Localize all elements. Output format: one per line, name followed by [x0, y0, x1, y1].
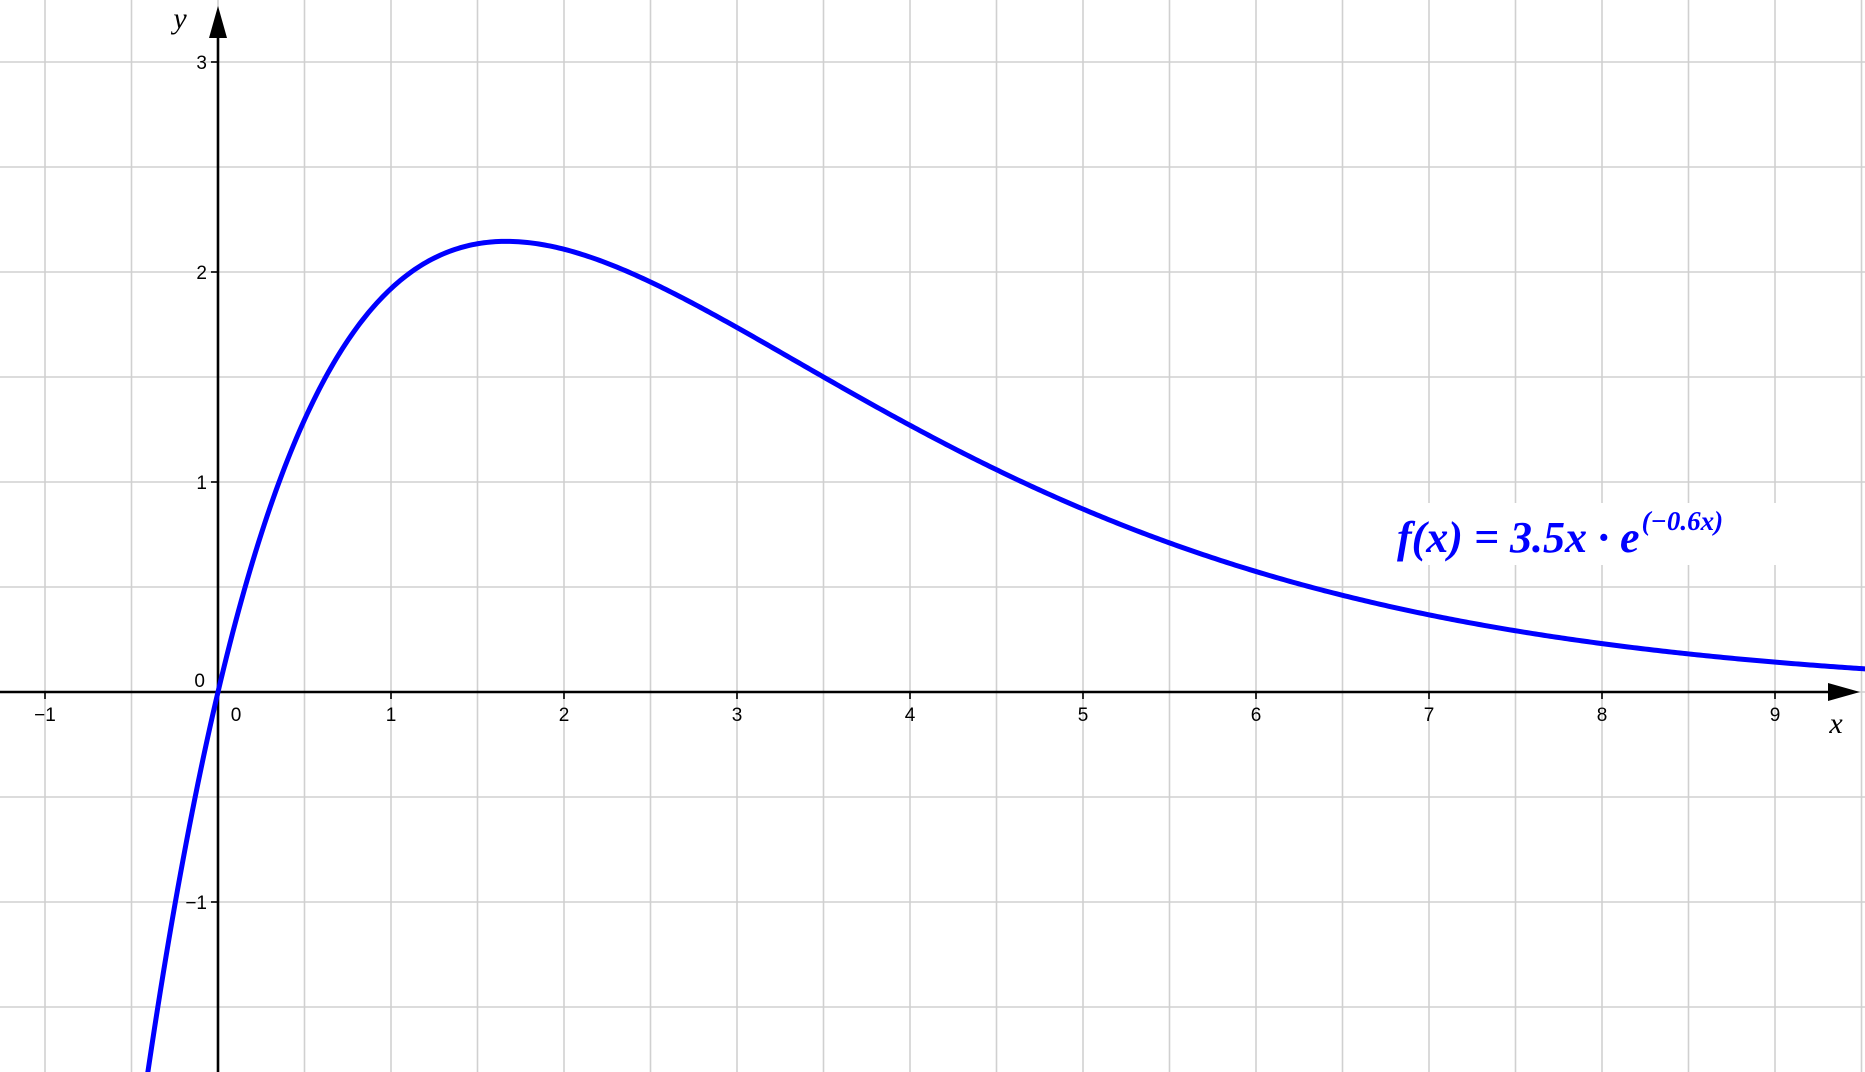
x-tick-label: −1	[34, 705, 56, 726]
x-tick-label: 5	[1078, 705, 1089, 726]
x-tick-label: 3	[732, 705, 743, 726]
y-tick-label: 1	[196, 473, 207, 494]
formula-exponent: (−0.6x)	[1642, 506, 1724, 536]
formula-label: f(x) = 3.5x · e	[1397, 513, 1640, 562]
origin-label: 0	[194, 671, 205, 692]
y-tick-label: 2	[196, 263, 207, 284]
x-tick-label: 8	[1597, 705, 1608, 726]
x-tick-label: 2	[559, 705, 570, 726]
x-tick-label: 0	[231, 705, 242, 726]
x-tick-label: 7	[1424, 705, 1435, 726]
ticks: −1 0 1 2 3 4 5 6 7 8 9 −1 0 1 2 3	[34, 53, 1780, 914]
x-axis-arrow	[1828, 683, 1860, 701]
y-axis-arrow	[209, 6, 227, 38]
x-tick-label: 4	[905, 705, 916, 726]
x-tick-label: 6	[1251, 705, 1262, 726]
y-axis-label: y	[170, 2, 187, 35]
x-tick-label: 9	[1770, 705, 1781, 726]
series	[145, 238, 1865, 1072]
axes	[0, 6, 1860, 1072]
x-axis-label: x	[1828, 707, 1843, 740]
y-tick-label: 3	[196, 53, 207, 74]
labels: x y f(x) = 3.5x · e (−0.6x)	[170, 2, 1843, 740]
y-tick-label: −1	[185, 893, 207, 914]
series-line-f	[145, 238, 1865, 1072]
formula-background	[1388, 503, 1830, 565]
x-tick-label: 1	[386, 705, 397, 726]
